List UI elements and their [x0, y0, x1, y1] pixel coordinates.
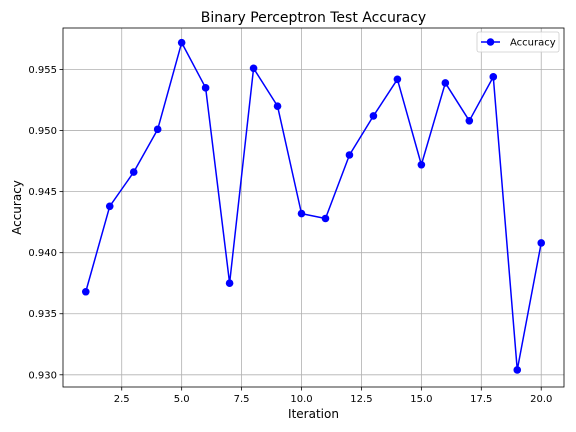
- data-point: [465, 117, 474, 125]
- series-plot: [81, 38, 546, 374]
- plot-area-frame: [62, 27, 565, 388]
- x-tick-label: 7.5: [234, 394, 250, 405]
- x-tick-label: 17.5: [470, 394, 492, 405]
- y-tick-label: 0.955: [28, 65, 57, 76]
- data-point: [105, 202, 114, 211]
- legend: Accuracy: [476, 31, 560, 53]
- y-axis-label: Accuracy: [10, 180, 24, 235]
- x-tick-label: 15.0: [410, 394, 432, 405]
- data-point: [225, 279, 234, 288]
- data-point: [393, 75, 402, 84]
- y-tick-label: 0.945: [28, 187, 57, 198]
- data-point: [417, 160, 426, 169]
- y-tick-label: 0.930: [28, 370, 57, 381]
- grid: [63, 28, 564, 387]
- data-point: [321, 214, 330, 223]
- data-point: [297, 209, 306, 218]
- data-point: [441, 79, 450, 87]
- data-point: [153, 125, 162, 134]
- x-tick-label: 5.0: [174, 394, 190, 405]
- data-point: [369, 112, 378, 120]
- data-point: [345, 151, 354, 159]
- y-tick-label: 0.940: [28, 248, 57, 259]
- legend-label-accuracy: Accuracy: [510, 38, 556, 49]
- data-point: [489, 73, 498, 81]
- y-tick-label: 0.935: [28, 309, 57, 320]
- data-point: [177, 38, 186, 47]
- x-axis-label: Iteration: [288, 407, 339, 421]
- series-line-accuracy: [85, 41, 542, 371]
- data-point: [513, 366, 522, 374]
- data-point: [537, 239, 546, 247]
- data-point: [81, 287, 90, 296]
- x-tick-label: 2.5: [114, 394, 130, 405]
- legend-marker-swatch: [486, 38, 495, 46]
- chart-title: Binary Perceptron Test Accuracy: [201, 10, 426, 26]
- legend-box: [476, 31, 560, 53]
- x-tick-label: 20.0: [530, 394, 552, 405]
- data-point: [249, 64, 258, 73]
- x-tick-label: 10.0: [290, 394, 312, 405]
- data-point: [273, 102, 282, 110]
- data-point: [129, 168, 138, 176]
- x-tick-label: 12.5: [350, 394, 372, 405]
- y-tick-label: 0.950: [28, 126, 57, 137]
- axis-ticks: 2.5 5.0 7.5 10.0 12.5 15.0 17.5 20.0 0.930 0.935 0…: [28, 65, 552, 405]
- data-point: [201, 84, 210, 92]
